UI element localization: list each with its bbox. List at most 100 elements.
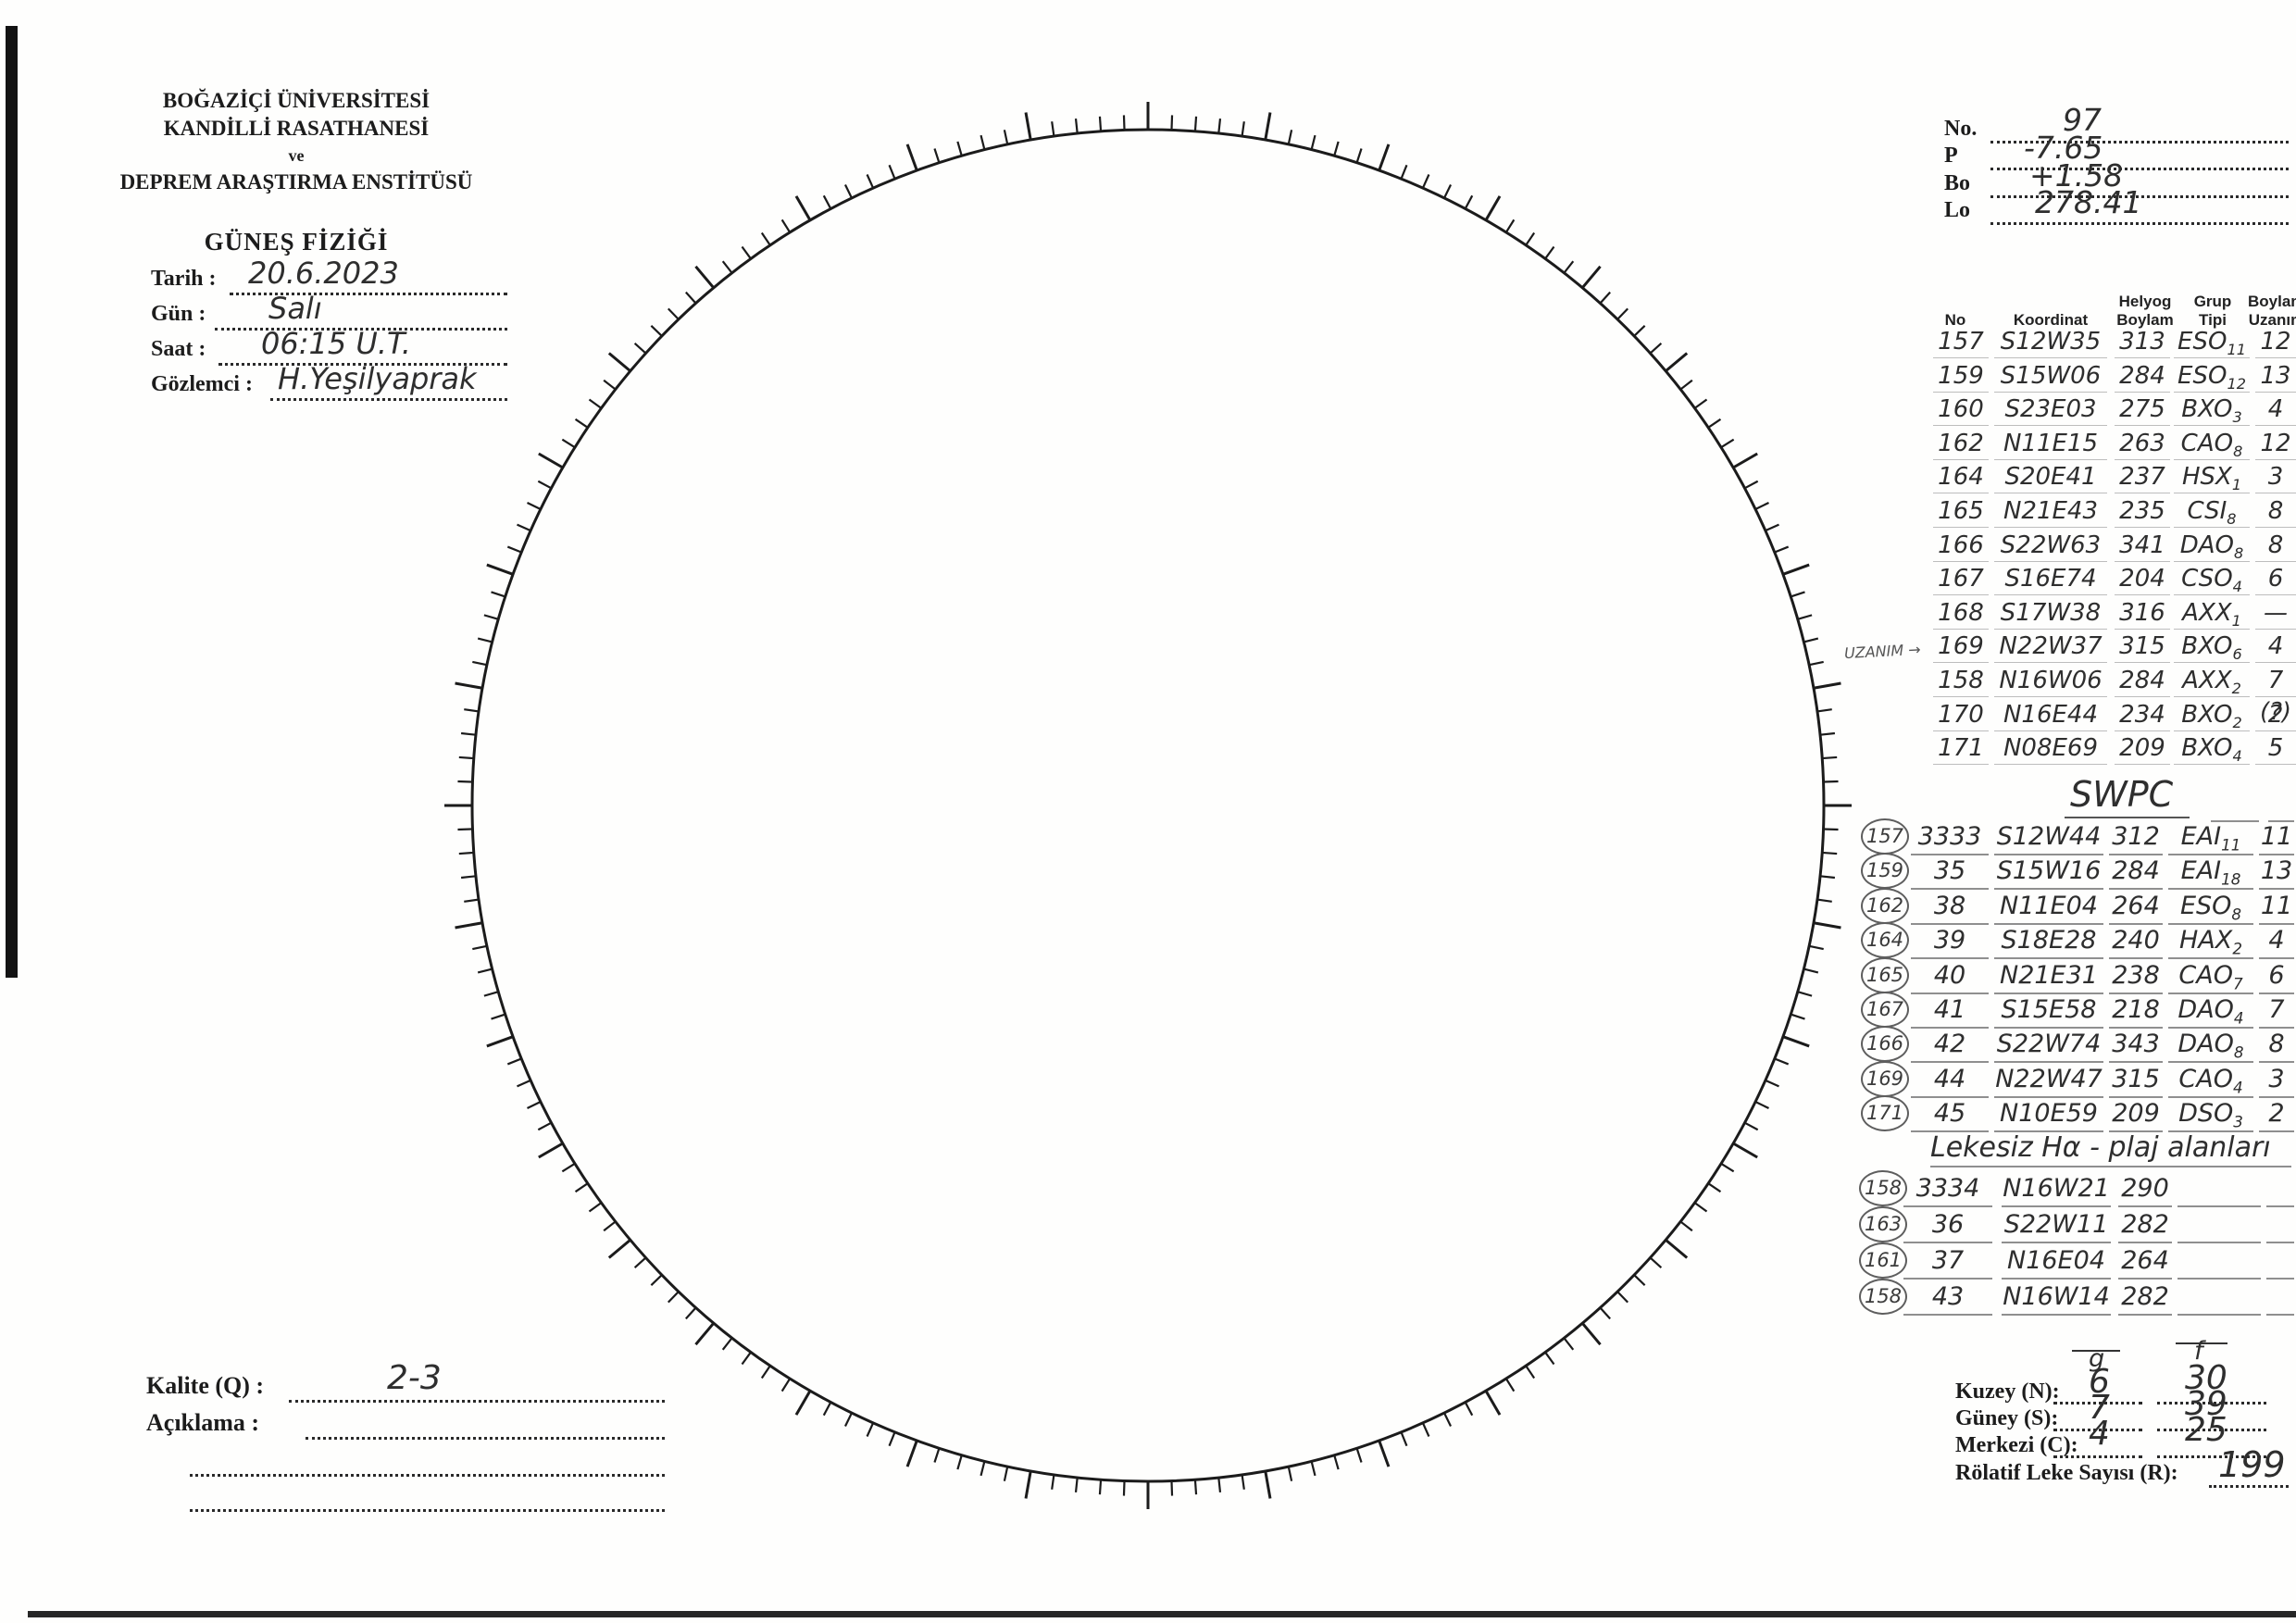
group-table-header-no: No (1944, 311, 1966, 329)
cell-no: 166 (1933, 530, 1989, 562)
degree-tick (1813, 921, 1841, 930)
cell-no: 162 (1933, 428, 1989, 460)
degree-tick (464, 898, 480, 903)
degree-tick (1765, 1079, 1779, 1088)
degree-tick (561, 438, 576, 449)
degree-tick (1241, 121, 1245, 137)
kuzey-g-line (2053, 1402, 2142, 1405)
degree-tick (822, 1402, 832, 1417)
swpc-blank-1 (2211, 820, 2259, 822)
cell-no: 157 (1933, 326, 1989, 358)
institution-line-1: BOĞAZİÇİ ÜNİVERSİTESİ (162, 89, 430, 112)
swpc-cell-tip: ESO8 (2168, 890, 2253, 925)
eph-no-value: 97 (2063, 102, 2102, 138)
swpc-cell-noaa: 43 (1903, 1280, 1992, 1316)
degree-tick (1003, 1466, 1009, 1481)
gun-label: Gün : (151, 302, 206, 326)
degree-tick (506, 545, 522, 554)
swpc-cell-boylam: 264 (2109, 890, 2163, 925)
swpc-cell-tip: DAO8 (2168, 1028, 2253, 1064)
degree-tick (1616, 1291, 1629, 1304)
degree-tick (1443, 1412, 1453, 1427)
degree-tick (1790, 591, 1805, 598)
degree-tick (1170, 115, 1174, 131)
degree-tick (1504, 218, 1516, 233)
swpc-cell-noaa: 42 (1911, 1028, 1989, 1064)
degree-tick (1074, 1477, 1079, 1493)
merkezi-g: 4 (2089, 1415, 2110, 1453)
degree-tick (1098, 116, 1103, 131)
swpc-cell-koordinat: N16E04 (2002, 1244, 2111, 1280)
degree-tick (721, 1337, 733, 1351)
eph-bo-line (1990, 195, 2289, 198)
swpc-cell-boylam: 312 (2109, 820, 2163, 855)
degree-tick (685, 291, 697, 305)
swpc-cell-koordinat: S15E58 (1994, 993, 2103, 1029)
swpc-cell-boylam: 290 (2118, 1172, 2172, 1207)
degree-tick (1051, 1474, 1055, 1490)
degree-tick (866, 174, 875, 189)
degree-tick (483, 991, 499, 997)
swpc-cell-boylam: 315 (2109, 1063, 2163, 1098)
swpc-plage-circle: 163 (1859, 1206, 1907, 1242)
cell-tip: HSX1 (2174, 461, 2250, 494)
swpc-cell-tip: CAO7 (2168, 959, 2253, 994)
swpc-plage-circle: 158 (1859, 1279, 1907, 1315)
guney-g-line (2053, 1429, 2142, 1431)
swpc-cell-noaa: 36 (1903, 1208, 1992, 1243)
swpc-cell-noaa: 3334 (1903, 1172, 1992, 1207)
swpc-cell-uzanim: 8 (2259, 1028, 2294, 1064)
degree-tick (1679, 1220, 1693, 1232)
degree-tick (457, 780, 473, 783)
degree-tick (1484, 195, 1502, 221)
swpc-cell-tip-blank (2177, 1172, 2261, 1207)
degree-tick (561, 1162, 576, 1173)
merkezi-f: 25 (2185, 1411, 2227, 1449)
degree-tick (483, 614, 499, 620)
swpc-cell-uzanim: 13 (2259, 855, 2294, 891)
count-col-f-bar (2176, 1342, 2227, 1344)
degree-tick (905, 144, 918, 171)
degree-tick (980, 134, 986, 150)
cell-no: 165 (1933, 495, 1989, 528)
swpc-cell-noaa: 38 (1911, 890, 1989, 925)
degree-tick (1310, 134, 1316, 150)
degree-tick (457, 828, 473, 831)
degree-tick (1679, 379, 1693, 391)
degree-tick (538, 452, 564, 469)
cell-helyog: 313 (2115, 326, 2170, 358)
swpc-cell-tip: HAX2 (2168, 924, 2253, 960)
swpc-row-circle: 171 (1861, 1095, 1909, 1132)
swpc-cell-noaa: 39 (1911, 924, 1989, 960)
swpc-row-circle: 166 (1861, 1026, 1909, 1063)
aciklama-label: Açıklama : (146, 1409, 260, 1436)
degree-tick (1287, 1466, 1293, 1481)
degree-tick (1264, 112, 1272, 141)
degree-tick (1649, 343, 1663, 355)
relative-label: Rölatif Leke Sayısı (R): (1955, 1461, 2178, 1485)
degree-tick (1823, 828, 1839, 831)
tarih-label: Tarih : (151, 267, 217, 291)
degree-tick (1782, 1035, 1810, 1048)
degree-tick (1421, 174, 1430, 189)
institution-line-4: DEPREM ARAŞTIRMA ENSTİTÜSÜ (119, 170, 473, 194)
degree-tick (1693, 398, 1708, 409)
degree-tick (517, 523, 531, 532)
degree-tick (1098, 1479, 1103, 1495)
cell-tip: BXO4 (2174, 732, 2250, 765)
degree-tick (1732, 452, 1758, 469)
degree-tick (603, 1220, 617, 1232)
cell-no: 158 (1933, 665, 1989, 697)
cell-no: 170 (1933, 699, 1989, 731)
cell-helyog: 275 (2115, 393, 2170, 427)
degree-tick (1563, 1337, 1575, 1351)
swpc-cell-koordinat: N10E59 (1994, 1097, 2103, 1133)
degree-tick (1808, 944, 1824, 951)
swpc-cell-uzanim-blank (2266, 1208, 2294, 1243)
eph-lo-line (1990, 222, 2289, 225)
degree-tick (1732, 1142, 1758, 1159)
degree-tick (1693, 1202, 1708, 1213)
cell-uzanim: 2 (2255, 699, 2296, 731)
aciklama-line (306, 1437, 665, 1440)
degree-tick (1563, 260, 1575, 274)
